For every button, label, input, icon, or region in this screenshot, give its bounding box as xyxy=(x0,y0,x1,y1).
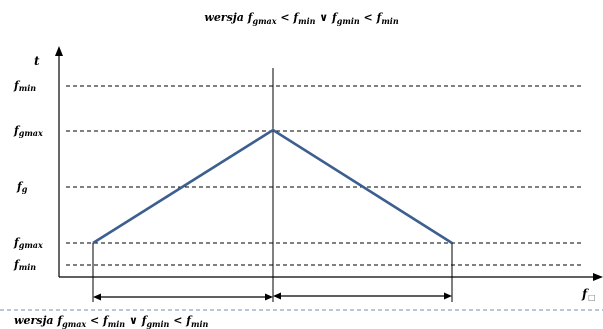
caption-part: f xyxy=(332,11,337,24)
level-label-fgmax-lower: fgmax xyxy=(13,236,43,250)
caption-part: wersja xyxy=(14,314,58,327)
svg-text:f: f xyxy=(581,287,589,301)
caption-part: < xyxy=(359,11,377,24)
caption-part: f xyxy=(186,314,191,327)
level-labels: fmin fgmax fg fgmax fmin xyxy=(13,79,43,272)
diagram-title: wersja fgmax < fmin ∨ fgmin < fmin xyxy=(0,11,603,26)
caption-subscript: min xyxy=(298,16,316,27)
caption-part: wersja xyxy=(204,11,248,24)
caption-part: < xyxy=(169,314,187,327)
caption-part: f xyxy=(293,11,299,24)
caption-subscript: min xyxy=(381,16,399,27)
svg-text:□: □ xyxy=(588,293,596,302)
level-label-fmin-top: fmin xyxy=(13,79,36,93)
caption-part: f xyxy=(141,314,147,327)
caption-subscript: gmin xyxy=(146,319,170,329)
caption-part: ∨ xyxy=(125,314,142,327)
bottom-caption: wersja fgmax < fmin ∨ fgmin < fmin xyxy=(14,314,208,329)
level-label-fmin-bottom: fmin xyxy=(13,258,36,272)
y-axis-arrowhead xyxy=(55,46,63,56)
caption-part: f xyxy=(103,314,108,327)
right-interval-arrow xyxy=(273,292,452,300)
caption-part: ∨ xyxy=(315,11,333,24)
level-label-fgmax-upper: fgmax xyxy=(13,124,43,138)
caption-part: f xyxy=(57,314,63,327)
caption-subscript: min xyxy=(190,319,209,329)
caption-subscript: gmax xyxy=(62,319,87,329)
caption-part: f xyxy=(247,11,253,24)
y-axis-label: t xyxy=(34,54,40,68)
caption-part: < xyxy=(276,11,294,24)
caption-part: < xyxy=(86,314,104,327)
x-axis-label: f □ xyxy=(581,287,596,302)
level-label-fg: fg xyxy=(16,180,28,194)
caption-part: f xyxy=(376,11,382,24)
caption-subscript: gmin xyxy=(336,16,360,27)
caption-subscript: gmax xyxy=(252,16,277,27)
frequency-profile-line xyxy=(92,128,453,245)
caption-subscript: min xyxy=(107,319,126,329)
left-interval-arrow xyxy=(93,293,273,301)
x-axis-arrowhead xyxy=(593,273,603,281)
